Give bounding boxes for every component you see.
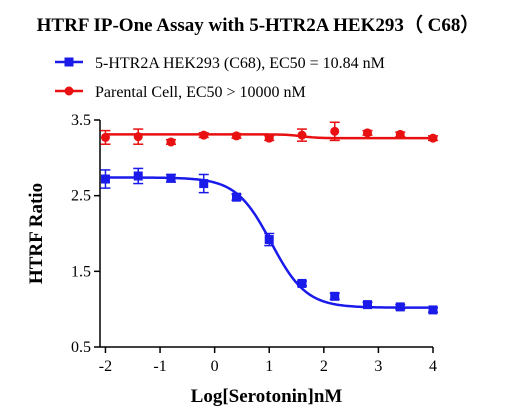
legend-label: Parental Cell, EC50 > 10000 nM bbox=[95, 84, 306, 101]
y-ticks: 0.5 1.5 2.5 3.5 bbox=[71, 112, 100, 356]
legend: 5-HTR2A HEK293 (C68), EC50 = 10.84 nM Par… bbox=[55, 55, 385, 101]
x-tick-label: 3 bbox=[374, 358, 382, 375]
x-tick-label: -2 bbox=[99, 358, 112, 375]
y-axis-title: HTRF Ratio bbox=[26, 183, 47, 284]
x-tick-label: -1 bbox=[153, 358, 166, 375]
data-point bbox=[199, 130, 209, 140]
data-point bbox=[166, 173, 176, 183]
data-point bbox=[199, 179, 209, 189]
data-point bbox=[330, 126, 340, 136]
data-point bbox=[362, 128, 372, 138]
y-tick-label: 2.5 bbox=[71, 188, 91, 205]
data-point bbox=[428, 133, 438, 143]
series-2 bbox=[100, 121, 438, 147]
axes bbox=[99, 120, 433, 348]
data-point bbox=[362, 300, 372, 310]
x-tick-label: 2 bbox=[320, 358, 328, 375]
x-axis-title: Log[Serotonin]nM bbox=[191, 386, 343, 407]
data-point bbox=[297, 130, 307, 140]
data-point bbox=[231, 192, 241, 202]
series-1 bbox=[100, 167, 438, 315]
x-tick-label: 1 bbox=[265, 358, 273, 375]
data-point bbox=[133, 132, 143, 142]
data-point bbox=[395, 302, 405, 312]
data-point bbox=[166, 137, 176, 147]
legend-label: 5-HTR2A HEK293 (C68), EC50 = 10.84 nM bbox=[95, 55, 385, 72]
y-tick-label: 1.5 bbox=[71, 263, 91, 280]
legend-marker bbox=[64, 86, 74, 96]
legend-entry: Parental Cell, EC50 > 10000 nM bbox=[55, 84, 306, 101]
y-tick-label: 3.5 bbox=[71, 112, 91, 129]
legend-entry: 5-HTR2A HEK293 (C68), EC50 = 10.84 nM bbox=[55, 55, 385, 72]
x-tick-label: 0 bbox=[211, 358, 219, 375]
y-tick-label: 0.5 bbox=[71, 339, 91, 356]
x-tick-label: 4 bbox=[429, 358, 437, 375]
plot-area bbox=[100, 121, 438, 315]
legend-marker bbox=[64, 57, 74, 67]
data-point bbox=[330, 291, 340, 301]
data-point bbox=[264, 235, 274, 245]
data-point bbox=[100, 174, 110, 184]
data-point bbox=[133, 171, 143, 181]
data-point bbox=[100, 132, 110, 142]
data-point bbox=[264, 133, 274, 143]
data-point bbox=[428, 305, 438, 315]
data-point bbox=[395, 129, 405, 139]
x-ticks: -2 -1 0 1 2 3 4 bbox=[99, 347, 437, 375]
chart-title: HTRF IP-One Assay with 5-HTR2A HEK293（ C… bbox=[37, 13, 480, 36]
data-point bbox=[297, 278, 307, 288]
data-point bbox=[231, 131, 241, 141]
